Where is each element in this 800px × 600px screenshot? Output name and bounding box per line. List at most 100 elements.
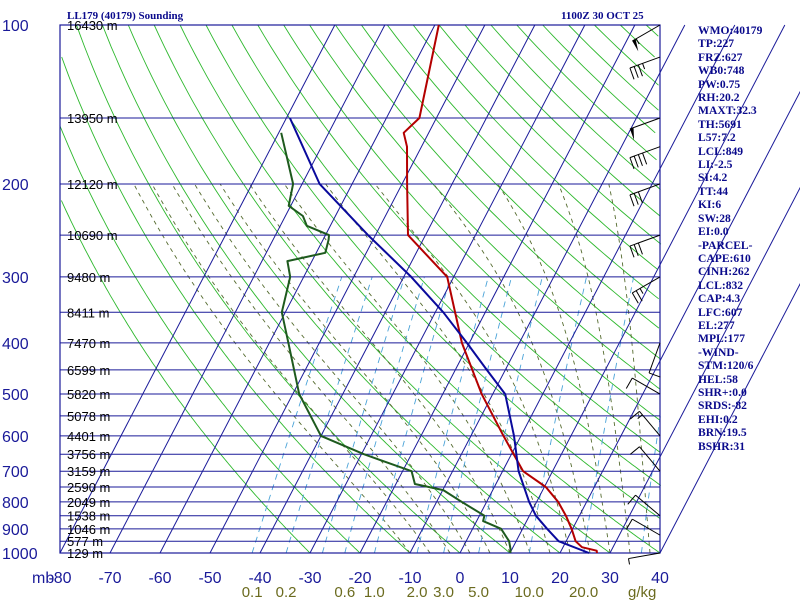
parcel-line bbox=[288, 117, 590, 554]
wind-feather bbox=[633, 155, 639, 168]
stat-item: TP:227 bbox=[698, 37, 735, 51]
moist-adiabat bbox=[325, 183, 551, 554]
stat-item: EI:0.0 bbox=[698, 225, 729, 239]
moist-adiabat bbox=[608, 183, 651, 554]
height-label: 5820 m bbox=[67, 387, 110, 402]
stat-item: CAPE:610 bbox=[698, 251, 751, 265]
height-label: 1046 m bbox=[67, 522, 110, 537]
stat-item: CAP:4.3 bbox=[698, 292, 741, 306]
height-label: 577 m bbox=[67, 534, 103, 549]
isotherm bbox=[459, 24, 736, 554]
temperature-tick-label: -20 bbox=[348, 570, 371, 587]
wind-feather bbox=[633, 244, 639, 256]
wind-barb bbox=[635, 494, 661, 517]
dry-adiabat bbox=[231, 24, 662, 486]
moist-adiabat bbox=[133, 183, 411, 554]
pressure-tick-label: 800 bbox=[2, 495, 29, 512]
moist-adiabat bbox=[557, 183, 631, 554]
temperature-tick-label: -70 bbox=[98, 570, 121, 587]
wind-feather bbox=[637, 64, 643, 77]
stat-item: SI:4.2 bbox=[698, 171, 728, 185]
wind-feather bbox=[625, 377, 633, 389]
stat-item: TH:5691 bbox=[698, 117, 742, 131]
dry-adiabat bbox=[412, 24, 658, 270]
wind-feather bbox=[633, 66, 639, 78]
dry-adiabat bbox=[490, 24, 661, 190]
wind-barbs bbox=[625, 24, 661, 565]
stat-item: RH:20.2 bbox=[698, 91, 740, 105]
stat-item: BSHR:31 bbox=[698, 439, 746, 453]
isotherm bbox=[309, 24, 586, 554]
wind-half-feather bbox=[642, 63, 646, 70]
wind-barb bbox=[629, 56, 661, 69]
wind-feather bbox=[629, 194, 635, 207]
stat-item: LI:-2.5 bbox=[698, 158, 733, 172]
dry-adiabat bbox=[101, 24, 511, 554]
wind-feather bbox=[637, 154, 643, 167]
stat-item: WMO:40179 bbox=[698, 24, 763, 37]
isotherm bbox=[659, 282, 800, 554]
isotherm bbox=[109, 24, 386, 554]
wind-barb bbox=[632, 377, 661, 395]
temperature-tick-label: -10 bbox=[398, 570, 421, 587]
mixing-ratio-label: 0.6 bbox=[334, 584, 355, 600]
moist-adiabats bbox=[133, 183, 651, 554]
wind-half-feather bbox=[637, 414, 643, 420]
moist-adiabat bbox=[171, 183, 451, 554]
height-label: 129 m bbox=[67, 546, 103, 561]
height-label: 12120 m bbox=[67, 177, 118, 192]
stat-item: KI:6 bbox=[698, 198, 722, 212]
sounding-indices: WMO:40179 TP:227 FRZ:627 WB0:748 PW:0.75 RH:2… bbox=[698, 24, 762, 453]
wind-barb bbox=[629, 117, 661, 130]
wind-feather bbox=[629, 157, 635, 170]
stat-item: LFC:607 bbox=[698, 305, 743, 319]
grid bbox=[59, 24, 800, 554]
isotherm bbox=[59, 24, 336, 554]
temperature-tick-label: -30 bbox=[298, 570, 321, 587]
wind-feather bbox=[648, 372, 661, 378]
height-label: 9480 m bbox=[67, 270, 110, 285]
stat-item: L57:7.2 bbox=[698, 131, 736, 145]
stat-item: EL:277 bbox=[698, 318, 735, 332]
moist-adiabat bbox=[151, 183, 431, 554]
height-label: 8411 m bbox=[67, 305, 109, 320]
plot-frame bbox=[59, 24, 661, 554]
moist-adiabat bbox=[249, 183, 511, 554]
pressure-tick-label: 700 bbox=[2, 464, 29, 481]
height-label: 3159 m bbox=[67, 464, 110, 479]
mixing-ratio-label: 2.0 bbox=[407, 584, 428, 600]
stat-item: FRZ:627 bbox=[698, 50, 743, 64]
wind-feather bbox=[629, 410, 640, 420]
moist-adiabat bbox=[497, 183, 611, 554]
dry-adiabat bbox=[61, 56, 411, 554]
wind-half-feather bbox=[627, 558, 631, 565]
height-label: 13950 m bbox=[67, 111, 118, 126]
pressure-tick-label: 1000 bbox=[2, 546, 38, 563]
data-series bbox=[280, 24, 598, 554]
temperature-tick-label: 30 bbox=[601, 570, 619, 587]
wind-barb bbox=[632, 518, 661, 536]
mixing-ratio-unit: g/kg bbox=[628, 584, 656, 600]
dry-adiabat bbox=[542, 24, 656, 134]
stat-item: STM:120/6 bbox=[698, 359, 754, 373]
wind-feather bbox=[629, 446, 640, 455]
dry-adiabat bbox=[568, 24, 659, 111]
dry-adiabat bbox=[361, 24, 660, 329]
mixing-ratio-label: 1.0 bbox=[364, 584, 385, 600]
mixing-ratio-line bbox=[528, 276, 587, 554]
stat-item: CINH:262 bbox=[698, 265, 750, 279]
mixing-ratio-label: 3.0 bbox=[433, 584, 454, 600]
height-label: 6599 m bbox=[67, 363, 110, 378]
dry-adiabat bbox=[60, 200, 311, 554]
wind-half-feather bbox=[639, 288, 644, 294]
mixing-ratio-label: 0.2 bbox=[276, 584, 297, 600]
pressure-tick-label: 600 bbox=[2, 429, 29, 446]
height-label: 1538 m bbox=[67, 509, 110, 524]
height-label: 3756 m bbox=[67, 447, 110, 462]
dry-adiabat bbox=[76, 24, 461, 554]
height-label: 7470 m bbox=[67, 336, 110, 351]
stat-item: SHR+:0.0 bbox=[698, 385, 747, 399]
stat-item: PW:0.75 bbox=[698, 77, 741, 91]
temperature-line bbox=[402, 24, 598, 554]
